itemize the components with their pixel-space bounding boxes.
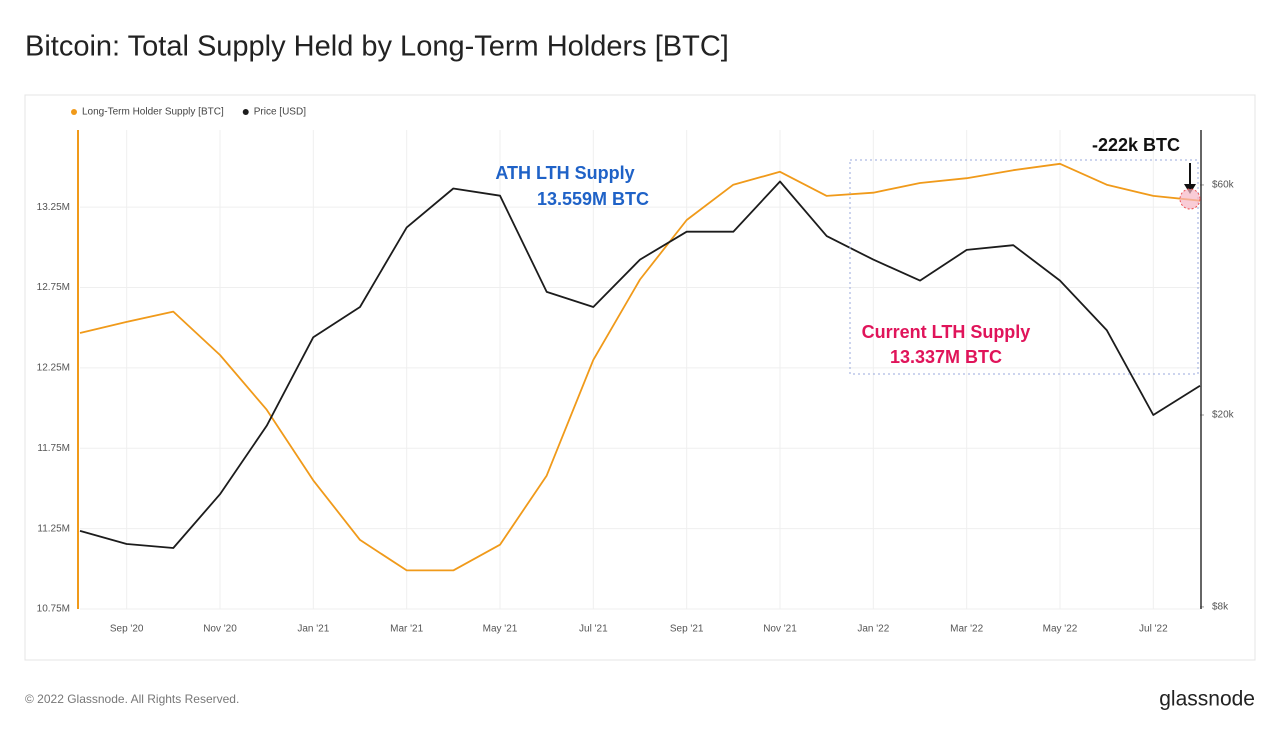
y2-tick-label: $20k bbox=[1212, 410, 1235, 421]
x-tick-label: May '22 bbox=[1043, 624, 1078, 635]
x-tick-label: Jan '21 bbox=[297, 624, 329, 635]
annotation: 13.337M BTC bbox=[890, 347, 1002, 367]
series-line bbox=[79, 162, 1201, 572]
x-tick-label: Jul '21 bbox=[579, 624, 608, 635]
plot-area: Sep '20 Nov '20 Jan '21 Mar '21 May '21 Jul '… bbox=[37, 130, 1235, 635]
chart-title: Bitcoin: Total Supply Held by Long-Term … bbox=[25, 31, 729, 63]
legend-label: Long-Term Holder Supply [BTC] bbox=[82, 107, 224, 118]
legend: Long-Term Holder Supply [BTC] Price [USD] bbox=[71, 107, 306, 118]
x-tick-label: May '21 bbox=[483, 624, 518, 635]
x-tick-label: Nov '21 bbox=[763, 624, 797, 635]
y-tick-label: 12.75M bbox=[37, 282, 70, 293]
chart-frame bbox=[24, 94, 1256, 661]
annotation: 13.559M BTC bbox=[537, 189, 649, 209]
x-tick-label: Sep '21 bbox=[670, 624, 704, 635]
x-tick-label: Sep '20 bbox=[110, 624, 144, 635]
x-tick-label: Mar '21 bbox=[390, 624, 423, 635]
y-tick-label: 10.75M bbox=[37, 604, 70, 615]
highlight-circle bbox=[1179, 188, 1201, 210]
y-tick-label: 11.75M bbox=[37, 443, 70, 454]
range-box bbox=[849, 159, 1199, 375]
brand-logo: glassnode bbox=[1159, 688, 1255, 711]
series-line bbox=[79, 180, 1201, 549]
legend-marker bbox=[71, 109, 77, 115]
annotation: Current LTH Supply bbox=[862, 322, 1031, 342]
y2-tick-label: $60k bbox=[1212, 180, 1235, 191]
legend-marker bbox=[242, 109, 249, 115]
x-tick-label: Jul '22 bbox=[1139, 624, 1168, 635]
y-tick-label: 12.25M bbox=[37, 363, 70, 374]
y-tick-label: 11.25M bbox=[37, 523, 70, 534]
x-tick-label: Jan '22 bbox=[857, 624, 889, 635]
legend-label: Price [USD] bbox=[254, 107, 306, 118]
annotation: -222k BTC bbox=[1092, 135, 1180, 155]
x-tick-label: Nov '20 bbox=[203, 624, 237, 635]
x-tick-label: Mar '22 bbox=[950, 624, 983, 635]
y2-tick-label: $8k bbox=[1212, 602, 1229, 613]
copyright: © 2022 Glassnode. All Rights Reserved. bbox=[25, 692, 239, 706]
y-tick-label: 13.25M bbox=[37, 202, 70, 213]
annotation: ATH LTH Supply bbox=[495, 163, 634, 183]
